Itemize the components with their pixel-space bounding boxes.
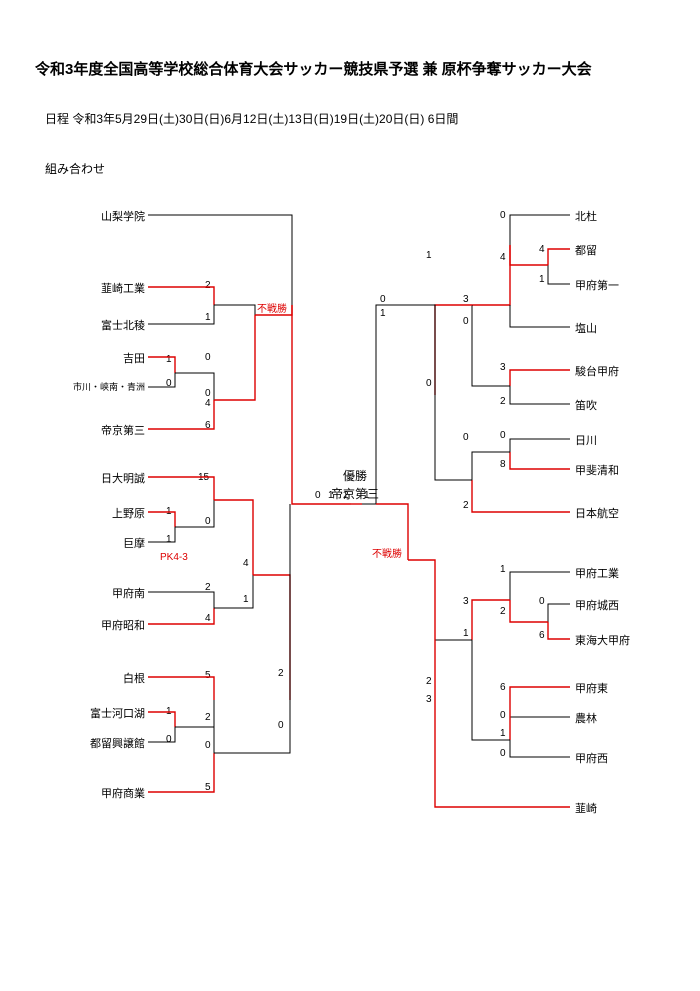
bracket-svg <box>0 0 700 991</box>
bracket-page: 令和3年度全国高等学校総合体育大会サッカー競技県予選 兼 原杯争奪サッカー大会 … <box>0 0 700 991</box>
